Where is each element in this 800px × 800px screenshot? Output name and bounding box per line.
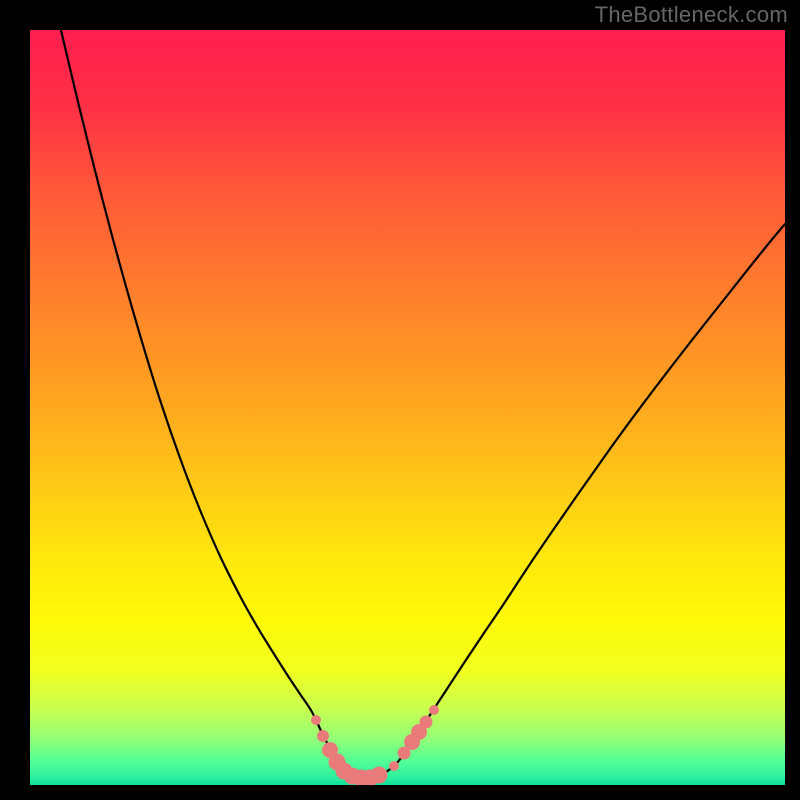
data-marker bbox=[420, 716, 433, 729]
curves-layer bbox=[0, 0, 800, 800]
data-marker bbox=[317, 730, 329, 742]
bottom-band bbox=[30, 781, 785, 786]
watermark-text: TheBottleneck.com bbox=[595, 2, 788, 28]
data-marker bbox=[371, 767, 388, 784]
curve-left bbox=[60, 26, 360, 779]
data-marker bbox=[311, 715, 321, 725]
data-marker bbox=[429, 705, 439, 715]
data-marker bbox=[389, 761, 399, 771]
curve-right bbox=[360, 224, 785, 779]
chart-container: TheBottleneck.com bbox=[0, 0, 800, 800]
